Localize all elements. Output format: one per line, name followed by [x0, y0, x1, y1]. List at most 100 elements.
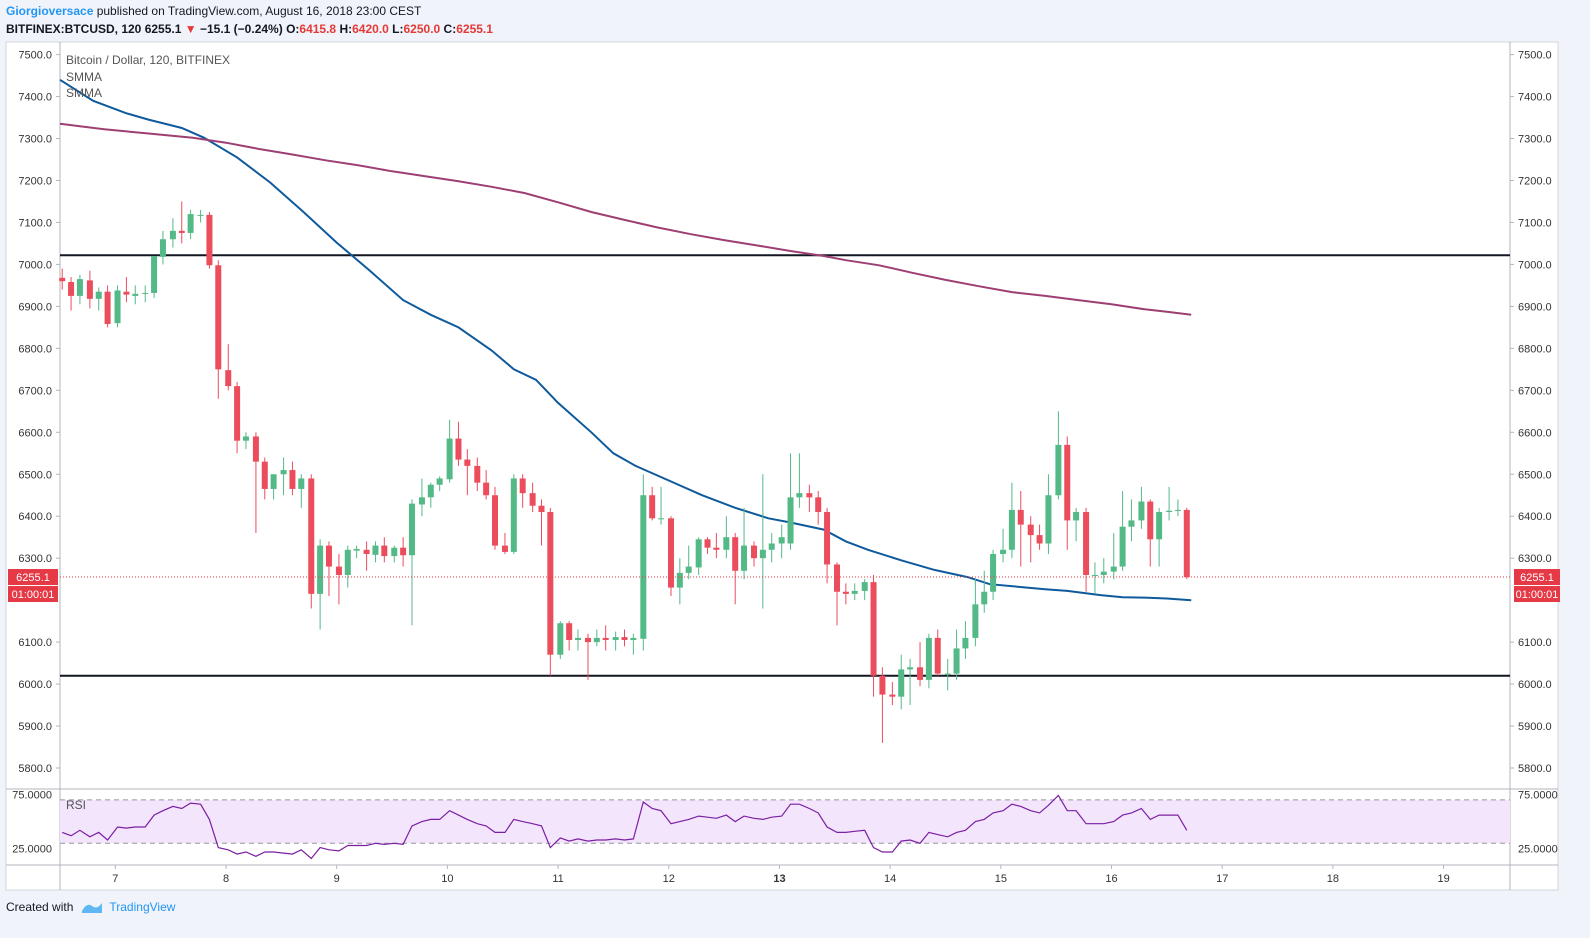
candle [741, 507, 748, 580]
candle-body [925, 637, 932, 680]
right-price-tag-label: 6255.1 [1520, 572, 1554, 584]
candle [455, 421, 462, 466]
candle-body [824, 512, 831, 565]
candle [289, 461, 296, 496]
right-price-tag [1514, 569, 1560, 586]
candle-body [1174, 509, 1181, 511]
candle-body [778, 537, 785, 544]
candle-body [851, 590, 858, 594]
candle [870, 574, 877, 697]
candle [1027, 516, 1034, 563]
candle-body [474, 465, 481, 483]
candle-body [234, 386, 241, 441]
candle-body [464, 459, 471, 466]
candle-body [317, 545, 324, 594]
candle-body [1064, 444, 1071, 521]
candle-body [732, 537, 739, 571]
candle-body [953, 648, 960, 674]
smma-series-0 [59, 78, 1192, 602]
open-label: O: [286, 22, 300, 36]
candle [1110, 533, 1117, 580]
candle-body [981, 591, 988, 605]
candle-body [593, 637, 600, 643]
time-tick-label: 7 [112, 873, 118, 885]
candle-body [1100, 571, 1107, 575]
candle [1055, 411, 1062, 500]
candle-body [151, 256, 158, 293]
candle [492, 486, 498, 550]
candle [225, 344, 232, 391]
candle-body [225, 370, 232, 387]
candle [602, 625, 609, 651]
candle [1000, 528, 1007, 563]
candle-body [704, 539, 711, 548]
left-tick-label: 7000.0 [18, 259, 52, 271]
candle [898, 654, 905, 710]
candle [557, 621, 564, 659]
close-label: C: [443, 22, 457, 36]
candle [215, 260, 222, 399]
candle [436, 476, 443, 492]
candle [335, 553, 342, 605]
candle-body [621, 637, 628, 641]
candle [751, 541, 758, 567]
rsi-left-tick-label: 25.0000 [12, 844, 52, 856]
author-name[interactable]: Giorgioversace [6, 4, 94, 18]
candle [584, 633, 591, 680]
right-price-axis[interactable]: 7500.0 7400.0 7300.0 7200.0 7100.0 7000.0 6900… [1510, 50, 1558, 856]
candle-body [990, 553, 997, 592]
left-tick-label: 6500.0 [18, 469, 52, 481]
right-tick-label: 5900.0 [1518, 721, 1552, 733]
rsi-left-tick-label: 75.0000 [12, 789, 52, 801]
candle-body [400, 547, 407, 556]
candle [640, 474, 647, 651]
candle-body [713, 547, 720, 550]
candle-body [1110, 566, 1117, 572]
candle-body [529, 493, 536, 506]
symbol-name: BITFINEX:BTCUSD, 120 [6, 22, 142, 36]
candle-body [408, 503, 415, 556]
time-tick-label: 15 [995, 873, 1007, 885]
smma-legend-2: SMMA [66, 86, 102, 100]
candle [159, 230, 166, 265]
time-tick-label: 16 [1105, 873, 1117, 885]
candle [667, 516, 674, 596]
tradingview-logo-icon[interactable] [81, 900, 103, 914]
candle [381, 537, 388, 563]
close-value: 6255.1 [456, 22, 493, 36]
candle-body [870, 582, 877, 676]
chart-legend-title: Bitcoin / Dollar, 120, BITFINEX [66, 53, 230, 67]
candle-body [289, 470, 296, 489]
candle-body [898, 669, 905, 697]
candle [1138, 486, 1145, 529]
candle-body [768, 543, 775, 550]
candle [759, 474, 766, 609]
candle-body [557, 623, 564, 655]
candle [206, 211, 213, 269]
candle-body [1128, 520, 1135, 527]
candle [483, 470, 490, 500]
left-tick-label: 7400.0 [18, 92, 52, 104]
right-tick-label: 6400.0 [1518, 511, 1552, 523]
candle [474, 457, 481, 492]
candle [1036, 524, 1043, 550]
candle-body [261, 461, 268, 489]
left-price-axis[interactable]: 7500.0 7400.0 7300.0 7200.0 7100.0 7000.0 6900… [12, 50, 60, 856]
time-axis[interactable]: 7 8 9 10 11 12 13 14 15 16 17 18 19 [112, 865, 1450, 885]
tradingview-link[interactable]: TradingView [109, 900, 176, 914]
rsi-series [61, 794, 1188, 860]
left-tick-label: 5800.0 [18, 763, 52, 775]
right-tick-label: 6000.0 [1518, 679, 1552, 691]
candle [308, 474, 315, 609]
candle [778, 524, 785, 559]
right-tick-label: 7100.0 [1518, 217, 1552, 229]
rsi-band-fill [60, 799, 1510, 844]
right-tick-label: 6500.0 [1518, 469, 1552, 481]
candle-body [242, 436, 249, 441]
candle-body [159, 239, 166, 257]
candle [732, 533, 739, 605]
smma-legend-1: SMMA [66, 70, 102, 84]
candle [317, 539, 324, 630]
candle [953, 629, 960, 680]
